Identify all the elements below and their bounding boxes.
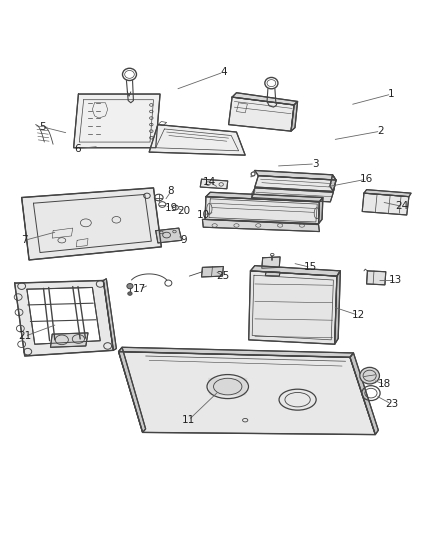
Polygon shape: [119, 348, 353, 357]
Polygon shape: [251, 265, 340, 276]
Text: 12: 12: [352, 310, 365, 320]
Polygon shape: [335, 271, 340, 344]
Text: 7: 7: [21, 235, 28, 245]
Text: 24: 24: [395, 201, 408, 211]
Text: 15: 15: [304, 262, 317, 272]
Polygon shape: [252, 188, 333, 202]
Text: 8: 8: [168, 187, 174, 196]
Text: 21: 21: [18, 332, 32, 341]
Polygon shape: [103, 279, 117, 350]
Text: 11: 11: [182, 415, 195, 425]
Polygon shape: [367, 271, 386, 285]
Text: 20: 20: [177, 206, 191, 216]
Polygon shape: [255, 176, 336, 191]
Polygon shape: [330, 175, 336, 191]
Polygon shape: [205, 197, 319, 224]
Text: 10: 10: [197, 210, 210, 220]
Polygon shape: [201, 266, 223, 277]
Polygon shape: [119, 348, 146, 432]
Text: 4: 4: [220, 67, 227, 77]
Text: 2: 2: [377, 126, 384, 136]
Text: 14: 14: [203, 177, 216, 187]
Polygon shape: [149, 125, 245, 155]
Polygon shape: [229, 97, 294, 131]
Ellipse shape: [128, 292, 132, 295]
Polygon shape: [362, 193, 409, 215]
Polygon shape: [155, 228, 182, 243]
Polygon shape: [14, 280, 113, 356]
Polygon shape: [208, 378, 247, 395]
Text: 3: 3: [312, 159, 318, 169]
Polygon shape: [291, 101, 297, 131]
Polygon shape: [119, 352, 375, 434]
Text: 25: 25: [217, 271, 230, 281]
Polygon shape: [202, 220, 319, 231]
Polygon shape: [350, 353, 378, 434]
Polygon shape: [262, 257, 280, 268]
Polygon shape: [50, 333, 88, 348]
Polygon shape: [255, 171, 336, 180]
Polygon shape: [265, 272, 280, 276]
Polygon shape: [249, 271, 337, 344]
Polygon shape: [206, 192, 323, 202]
Text: 18: 18: [378, 379, 392, 390]
Polygon shape: [27, 287, 100, 344]
Ellipse shape: [127, 284, 133, 289]
Polygon shape: [364, 190, 411, 197]
Polygon shape: [74, 94, 160, 148]
Text: 9: 9: [181, 235, 187, 245]
Polygon shape: [21, 188, 161, 260]
Polygon shape: [200, 179, 228, 189]
Text: 6: 6: [74, 143, 81, 154]
Polygon shape: [318, 198, 323, 224]
Text: 13: 13: [389, 276, 403, 286]
Text: 17: 17: [133, 284, 146, 294]
Ellipse shape: [360, 367, 379, 384]
Text: 16: 16: [360, 174, 373, 184]
Text: 19: 19: [164, 203, 177, 213]
Polygon shape: [232, 93, 297, 105]
Text: 1: 1: [388, 89, 395, 99]
Text: 5: 5: [39, 122, 46, 132]
Text: 23: 23: [385, 399, 398, 409]
